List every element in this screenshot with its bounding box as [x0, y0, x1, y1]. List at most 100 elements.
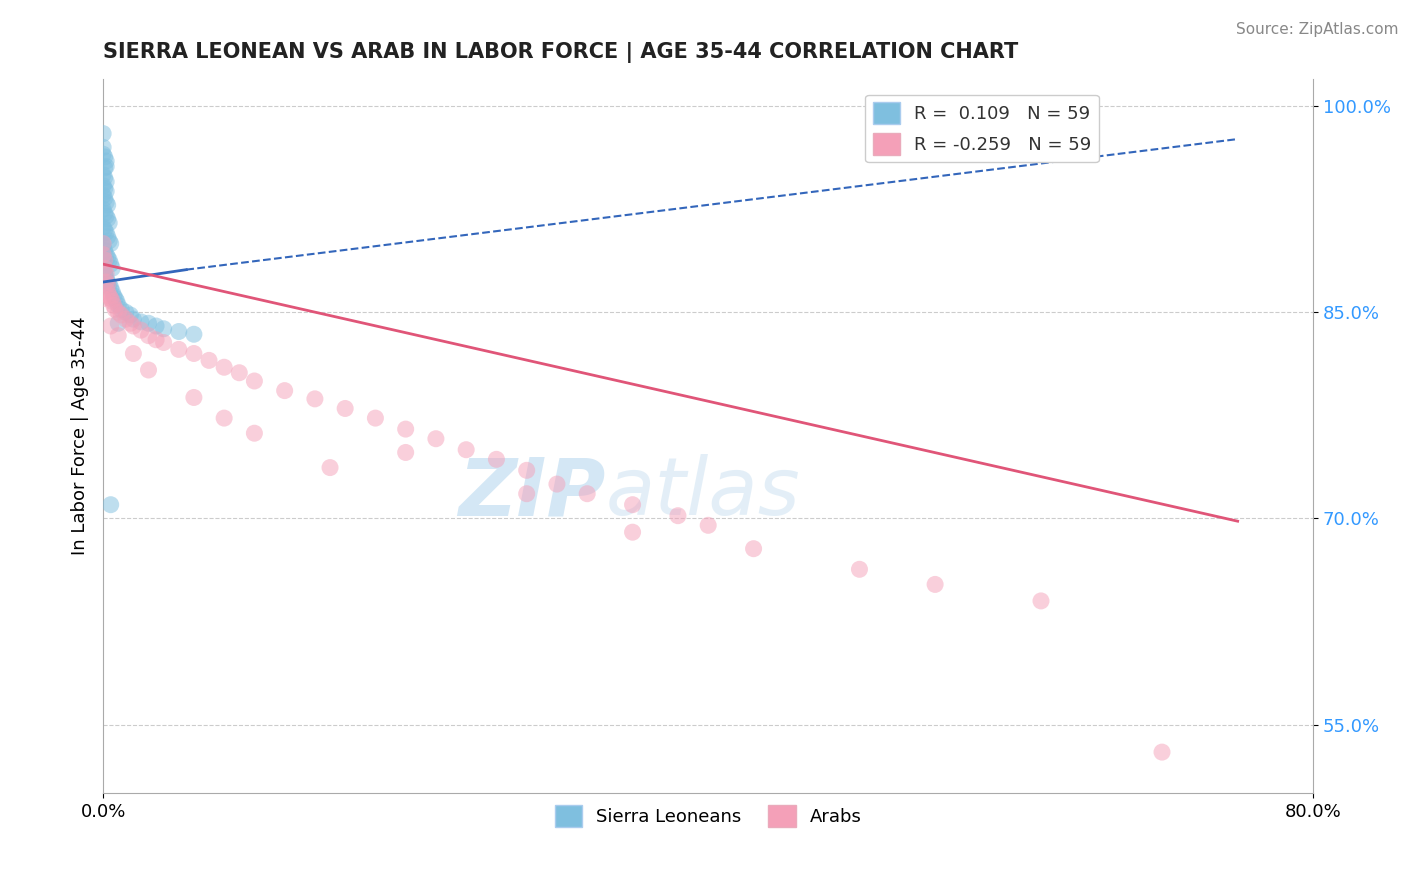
Point: [93, 161, 115, 175]
Point: [120, 316, 142, 330]
Point: [93, 223, 115, 237]
Point: [97, 198, 120, 212]
Point: [576, 486, 599, 500]
Point: [98, 289, 121, 303]
Point: [91, 247, 114, 261]
Point: [152, 322, 174, 336]
Point: [96, 209, 118, 223]
Point: [129, 323, 152, 337]
Point: [114, 305, 136, 319]
Point: [100, 292, 122, 306]
Point: [104, 292, 127, 306]
Point: [1029, 594, 1052, 608]
Point: [697, 518, 720, 533]
Point: [96, 226, 118, 240]
Point: [96, 160, 118, 174]
Point: [364, 411, 387, 425]
Legend: Sierra Leoneans, Arabs: Sierra Leoneans, Arabs: [547, 797, 869, 834]
Point: [100, 257, 122, 271]
Point: [93, 244, 115, 258]
Point: [395, 445, 418, 459]
Point: [110, 308, 132, 322]
Point: [98, 216, 121, 230]
Point: [101, 285, 124, 299]
Point: [100, 318, 122, 333]
Point: [91, 239, 114, 253]
Point: [91, 178, 114, 193]
Point: [333, 401, 356, 416]
Point: [243, 426, 266, 441]
Point: [107, 328, 129, 343]
Point: [97, 285, 120, 299]
Point: [103, 289, 125, 303]
Point: [103, 298, 125, 312]
Point: [97, 277, 120, 292]
Text: atlas: atlas: [606, 454, 800, 533]
Point: [101, 261, 124, 276]
Point: [425, 432, 447, 446]
Point: [114, 312, 136, 326]
Point: [485, 452, 508, 467]
Point: [100, 236, 122, 251]
Point: [96, 154, 118, 169]
Point: [96, 175, 118, 189]
Point: [91, 264, 114, 278]
Point: [243, 374, 266, 388]
Point: [395, 422, 418, 436]
Point: [273, 384, 295, 398]
Point: [742, 541, 765, 556]
Point: [107, 305, 129, 319]
Point: [212, 360, 235, 375]
Point: [456, 442, 478, 457]
Y-axis label: In Labor Force | Age 35-44: In Labor Force | Age 35-44: [72, 317, 89, 556]
Point: [145, 333, 167, 347]
Point: [304, 392, 326, 406]
Point: [97, 229, 120, 244]
Point: [96, 275, 118, 289]
Point: [122, 318, 145, 333]
Point: [98, 277, 121, 292]
Point: [107, 316, 129, 330]
Point: [129, 315, 152, 329]
Point: [848, 562, 870, 576]
Point: [228, 366, 250, 380]
Point: [138, 316, 160, 330]
Point: [91, 127, 114, 141]
Point: [91, 220, 114, 235]
Point: [93, 170, 115, 185]
Point: [100, 280, 122, 294]
Point: [98, 253, 121, 268]
Point: [91, 140, 114, 154]
Point: [93, 206, 115, 220]
Point: [93, 181, 115, 195]
Point: [101, 294, 124, 309]
Point: [93, 253, 115, 268]
Point: [546, 477, 568, 491]
Point: [138, 363, 160, 377]
Point: [138, 328, 160, 343]
Point: [152, 335, 174, 350]
Point: [96, 267, 118, 281]
Point: [120, 308, 142, 322]
Point: [97, 277, 120, 292]
Point: [91, 202, 114, 216]
Point: [100, 498, 122, 512]
Point: [96, 247, 118, 261]
Point: [167, 343, 190, 357]
Point: [1150, 745, 1173, 759]
Point: [96, 271, 118, 285]
Point: [212, 411, 235, 425]
Text: SIERRA LEONEAN VS ARAB IN LABOR FORCE | AGE 35-44 CORRELATION CHART: SIERRA LEONEAN VS ARAB IN LABOR FORCE | …: [103, 42, 1018, 62]
Point: [183, 346, 205, 360]
Point: [167, 325, 190, 339]
Point: [91, 292, 114, 306]
Text: Source: ZipAtlas.com: Source: ZipAtlas.com: [1236, 22, 1399, 37]
Point: [91, 236, 114, 251]
Point: [319, 460, 342, 475]
Point: [145, 318, 167, 333]
Point: [621, 525, 644, 540]
Point: [198, 353, 221, 368]
Text: ZIP: ZIP: [458, 454, 606, 533]
Point: [97, 211, 120, 226]
Point: [110, 302, 132, 317]
